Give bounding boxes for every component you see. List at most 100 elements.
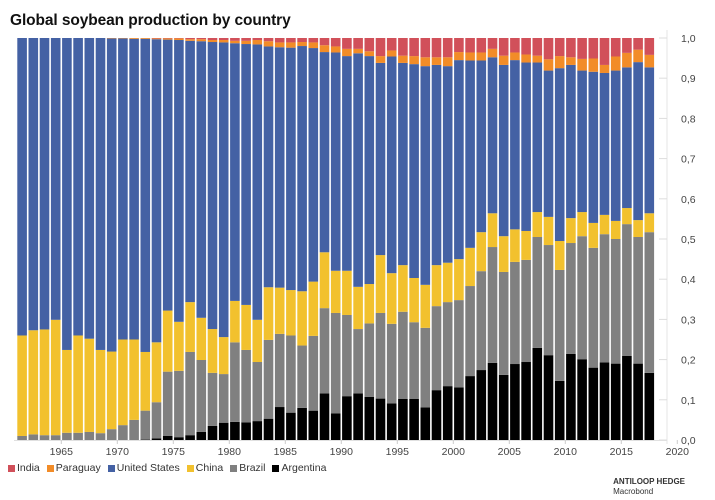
bar-argentina-1992 — [364, 396, 375, 440]
bar-united-states-2009 — [554, 68, 565, 242]
bar-india-1998 — [431, 38, 442, 58]
bar-india-1990 — [342, 38, 352, 49]
bar-brazil-1966 — [73, 432, 83, 440]
bar-argentina-1987 — [308, 410, 319, 440]
bar-china-1981 — [241, 304, 251, 350]
bar-china-1969 — [106, 351, 117, 430]
bar-china-1962 — [28, 330, 39, 435]
credit: ANTILOOP HEDGE Macrobond — [613, 477, 685, 497]
y-tick-label: 0,9 — [681, 73, 696, 85]
bar-china-1980 — [230, 300, 240, 343]
bar-paraguay-2007 — [532, 55, 543, 63]
bar-argentina-1989 — [330, 413, 341, 440]
bar-brazil-1997 — [420, 327, 431, 408]
bar-paraguay-1973 — [151, 38, 162, 40]
legend-item-china: China — [186, 462, 224, 474]
bar-united-states-1997 — [420, 66, 431, 285]
bar-united-states-2011 — [577, 70, 587, 213]
x-tick-label: 1985 — [274, 446, 298, 458]
bar-china-1965 — [62, 349, 72, 433]
bar-united-states-1979 — [218, 42, 229, 338]
bar-india-1994 — [386, 38, 397, 51]
bar-india-2005 — [510, 38, 520, 53]
bar-china-1994 — [386, 273, 397, 324]
bar-brazil-1999 — [442, 302, 453, 387]
bar-brazil-1975 — [174, 370, 184, 438]
bar-china-1998 — [431, 265, 442, 307]
bar-argentina-1986 — [297, 407, 307, 440]
bar-china-2011 — [577, 212, 587, 237]
bar-india-2006 — [521, 38, 531, 55]
bar-paraguay-1988 — [319, 45, 330, 53]
y-tick-label: 0,1 — [681, 395, 696, 407]
bar-argentina-1983 — [263, 418, 274, 440]
bar-united-states-2004 — [498, 64, 509, 237]
bar-india-1978 — [207, 38, 218, 41]
bar-paraguay-2014 — [610, 56, 621, 71]
bar-paraguay-1976 — [185, 39, 195, 41]
bar-china-1967 — [84, 338, 95, 432]
bar-united-states-2016 — [633, 62, 643, 221]
bar-argentina-1993 — [375, 398, 386, 440]
bar-brazil-1982 — [252, 362, 263, 422]
bar-paraguay-1996 — [409, 56, 419, 65]
bar-brazil-1984 — [274, 333, 285, 408]
bar-paraguay-1982 — [252, 40, 263, 45]
bar-united-states-1980 — [230, 43, 240, 301]
y-tick-label: 0,7 — [681, 154, 696, 166]
bar-united-states-2001 — [465, 60, 475, 248]
bar-brazil-2008 — [543, 245, 554, 356]
bar-united-states-1966 — [73, 38, 83, 336]
bar-united-states-1962 — [28, 38, 39, 331]
bar-united-states-1965 — [62, 38, 72, 350]
bar-india-2007 — [532, 38, 543, 56]
bar-argentina-1974 — [162, 435, 173, 440]
bar-argentina-2017 — [644, 372, 655, 440]
bar-united-states-1996 — [409, 64, 419, 278]
bar-brazil-1994 — [386, 323, 397, 404]
bar-china-2003 — [487, 213, 498, 248]
bar-brazil-1986 — [297, 345, 307, 408]
bar-paraguay-2006 — [521, 54, 531, 63]
bar-china-2016 — [633, 220, 643, 237]
legend-label: United States — [116, 462, 180, 474]
legend-swatch — [8, 464, 15, 472]
x-tick-label: 1990 — [330, 446, 354, 458]
bar-india-1980 — [230, 38, 240, 41]
bar-india-1997 — [420, 38, 431, 58]
bar-united-states-2010 — [566, 64, 576, 219]
legend-swatch — [107, 464, 115, 472]
bar-brazil-1961 — [17, 435, 27, 440]
bar-argentina-2006 — [521, 362, 531, 440]
bar-paraguay-2010 — [566, 57, 576, 65]
legend: India Paraguay United States China Brazil Arg… — [8, 462, 326, 474]
bar-paraguay-2002 — [476, 52, 487, 61]
bar-india-1979 — [218, 38, 229, 41]
bar-united-states-2015 — [622, 67, 632, 209]
bar-china-2009 — [554, 241, 565, 270]
bar-india-2010 — [566, 38, 576, 58]
legend-label: China — [195, 462, 224, 474]
x-tick-label: 1970 — [106, 446, 130, 458]
bar-argentina-2014 — [610, 363, 621, 440]
bar-united-states-1964 — [50, 38, 61, 320]
bar-india-2009 — [554, 38, 565, 57]
bar-brazil-1964 — [50, 435, 61, 440]
bar-india-2002 — [476, 38, 487, 53]
bar-paraguay-1984 — [274, 42, 285, 48]
bar-india-2011 — [577, 38, 587, 59]
bar-argentina-2000 — [454, 387, 464, 440]
bar-china-1976 — [185, 302, 195, 352]
bar-china-1972 — [140, 351, 151, 411]
bar-argentina-2005 — [510, 364, 520, 440]
bar-brazil-2016 — [633, 236, 643, 364]
bar-brazil-1980 — [230, 342, 240, 422]
x-tick-label: 2010 — [554, 446, 578, 458]
bar-china-2014 — [610, 220, 621, 239]
bar-brazil-2004 — [498, 271, 509, 375]
bar-united-states-1973 — [151, 39, 162, 343]
bar-united-states-1998 — [431, 64, 442, 266]
bar-brazil-1978 — [207, 372, 218, 426]
bar-india-1993 — [375, 38, 386, 57]
bar-brazil-1962 — [28, 434, 39, 440]
